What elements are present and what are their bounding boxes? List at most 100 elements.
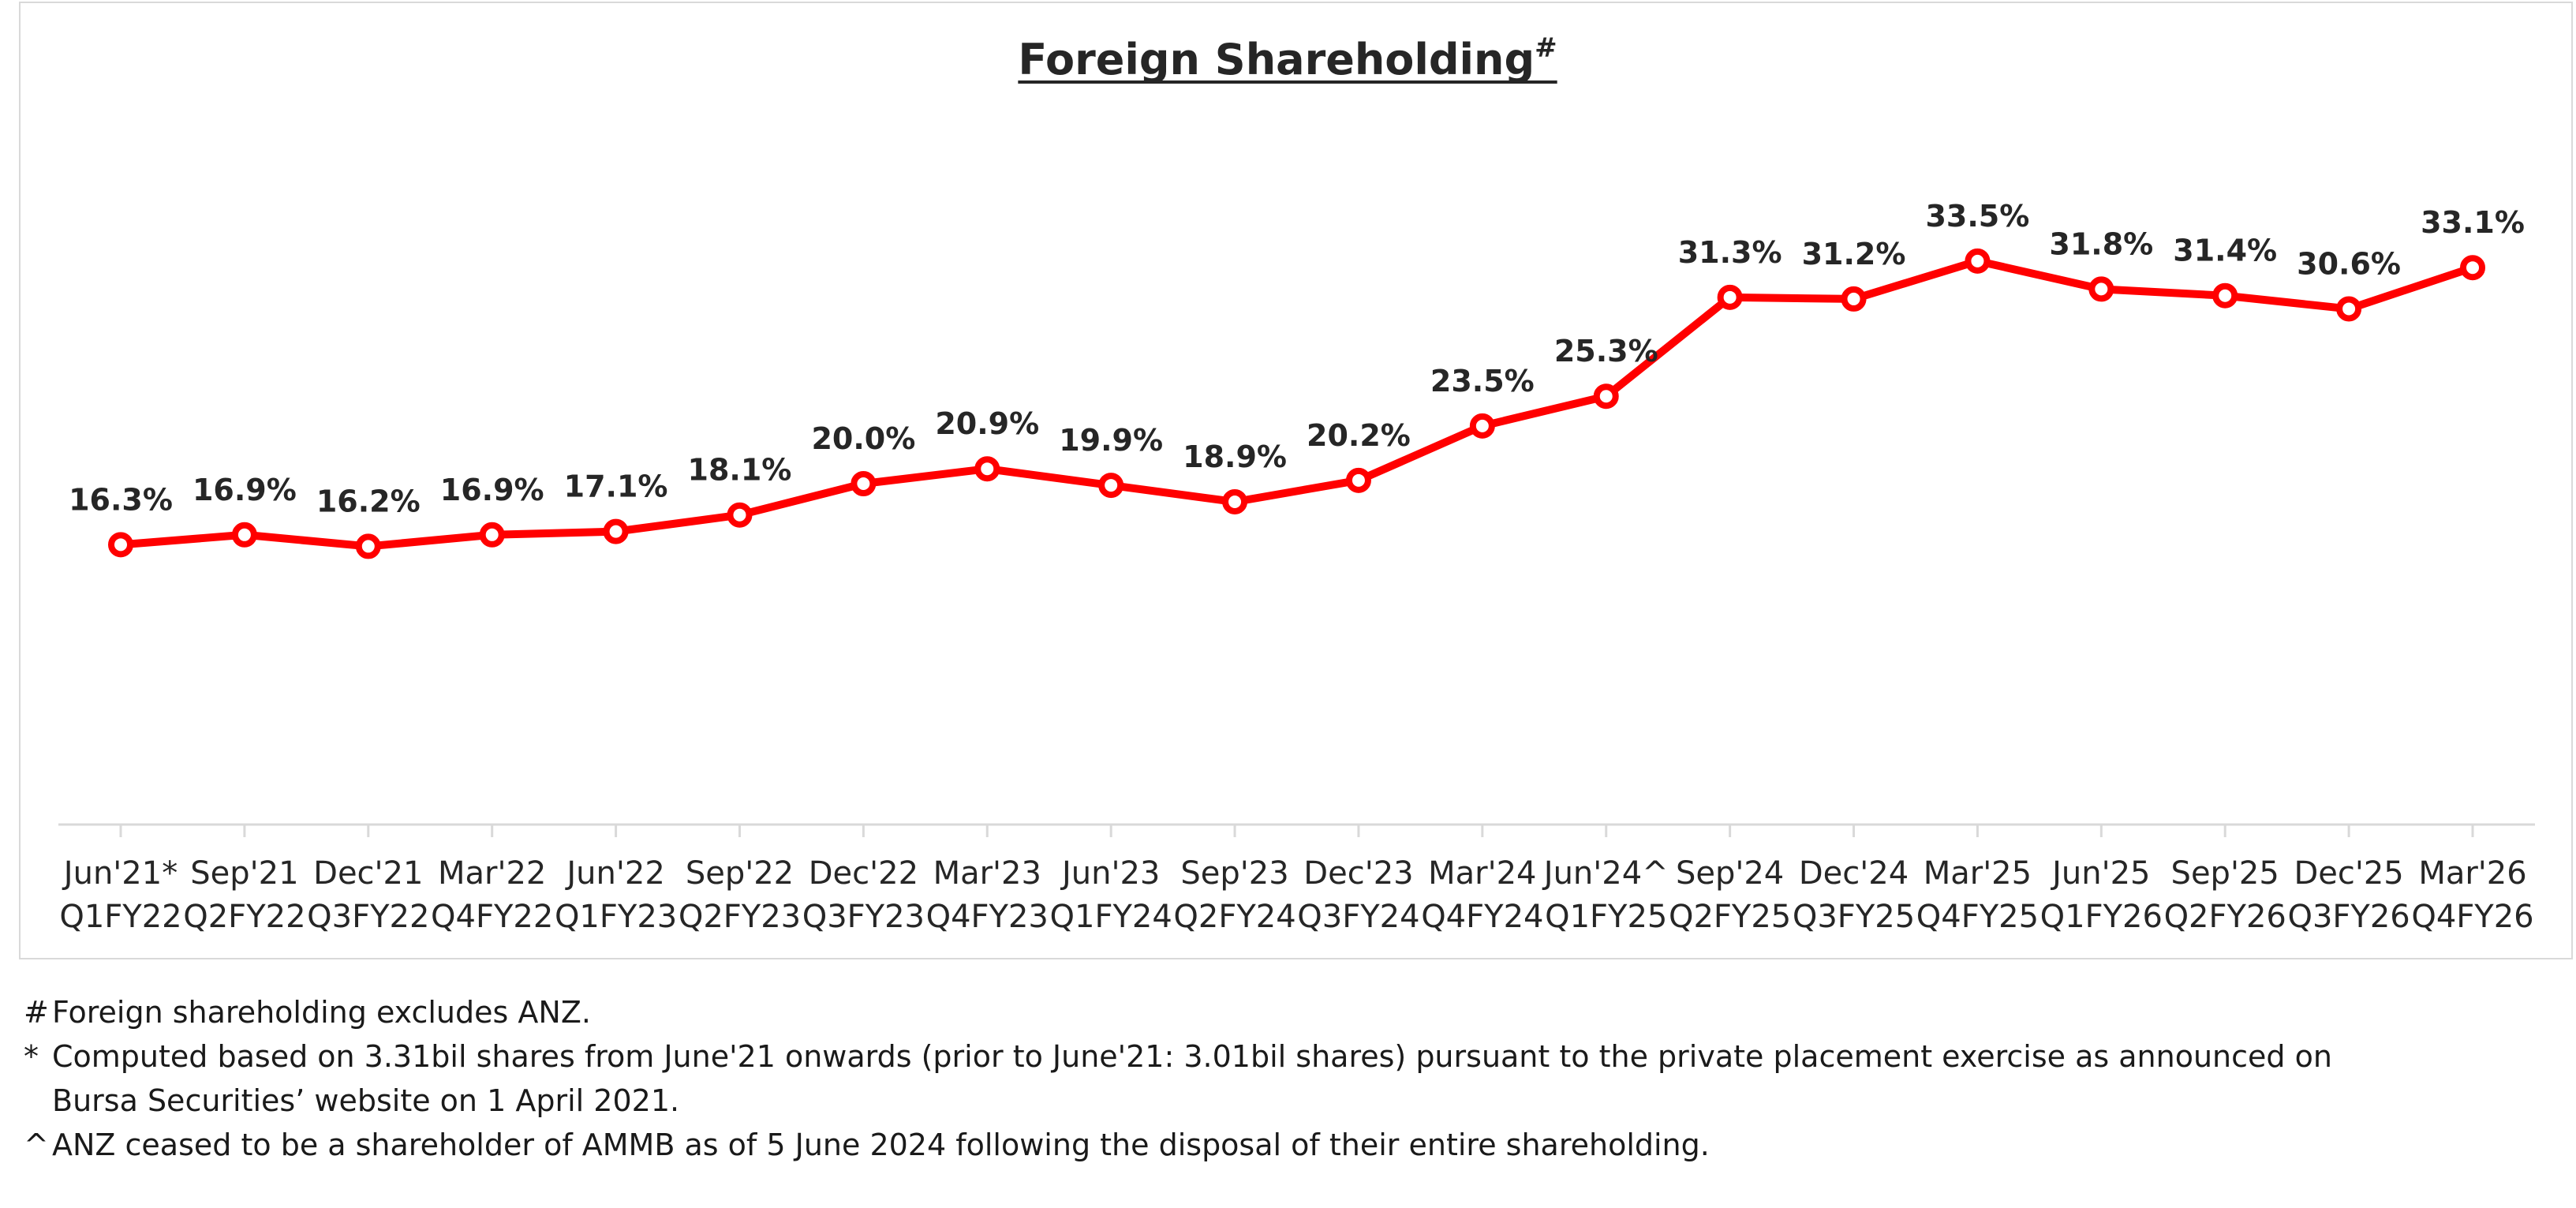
footnote: # Foreign shareholding excludes ANZ. [24,990,2548,1034]
data-label: 31.2% [1802,237,1906,271]
data-point-marker [231,522,257,548]
x-tick-label-month: Dec'21 [313,855,423,892]
data-point-marker [479,522,505,548]
footnote-mark: # [24,995,49,1030]
x-tick-label-month: Sep'21 [190,855,298,892]
data-point-marker [727,502,753,528]
chart-title-text: Foreign Shareholding [1018,35,1535,84]
x-tick-label-quarter: Q1FY26 [2040,899,2163,935]
data-point-marker [1222,488,1248,514]
data-label: 31.8% [2049,226,2153,261]
x-tick-label-month: Sep'25 [2171,855,2279,892]
data-point-marker [108,532,133,558]
data-label-group: 16.3% 16.9% 16.2% 16.9% 17.1% 18.1% 20.0% 20.9%… [69,199,2525,519]
footnote: * Computed based on 3.31bil shares from J… [24,1034,2548,1123]
data-label: 30.6% [2297,246,2401,281]
x-tick-label-quarter: Q1FY22 [59,899,181,935]
footnote-mark: ^ [24,1128,49,1162]
data-point-marker [1469,413,1495,439]
x-tick-label-month: Mar'25 [1924,855,2032,892]
data-point-marker [974,456,1000,482]
data-point-marker [2460,255,2485,281]
data-label: 23.5% [1430,364,1535,398]
footnote: ^ ANZ ceased to be a shareholder of AMMB … [24,1123,2548,1167]
x-tick-label-month: Jun'25 [2050,855,2150,892]
data-label: 25.3% [1554,334,1658,368]
data-point-marker [1098,473,1124,499]
x-tick-label-month: Jun'23 [1060,855,1160,892]
footnote-line: ANZ ceased to be a shareholder of AMMB a… [52,1128,1710,1162]
x-tick-label-quarter: Q1FY23 [555,899,677,935]
x-tick-label-month: Jun'22 [564,855,664,892]
x-tick-label-month: Mar'24 [1428,855,1536,892]
x-tick-label-month: Dec'24 [1799,855,1909,892]
data-label: 16.9% [440,473,544,507]
data-label: 31.3% [1678,235,1782,270]
x-tick-label-month: Dec'22 [809,855,918,892]
data-point-marker [2336,296,2362,322]
x-tick-label-quarter: Q2FY22 [183,899,305,935]
foreign-shareholding-chart: Foreign Shareholding# 16.3% 16.9% 16.2% 16.… [58,32,2535,935]
x-tick-label-quarter: Q1FY24 [1050,899,1172,935]
x-tick-label-group: Jun'21*Q1FY22Sep'21Q2FY22Dec'21Q3FY22Mar… [59,855,2533,935]
data-point-marker [355,533,381,559]
data-label: 31.4% [2173,234,2277,268]
data-point-marker [2212,282,2238,309]
x-tick-label-quarter: Q4FY22 [431,899,553,935]
x-tick-label-quarter: Q1FY25 [1545,899,1667,935]
data-label: 18.1% [688,453,792,488]
x-tick-label-month: Dec'23 [1303,855,1413,892]
x-axis [58,823,2535,837]
x-tick-label-month: Mar'22 [438,855,546,892]
footnote-text: ANZ ceased to be a shareholder of AMMB a… [52,1123,1710,1167]
x-tick-label-quarter: Q2FY23 [679,899,801,935]
data-label: 33.1% [2421,205,2525,240]
data-point-marker [851,471,877,496]
x-tick-label-month: Sep'23 [1180,855,1288,892]
data-label: 16.3% [69,482,173,517]
footnotes: # Foreign shareholding excludes ANZ. * Comp… [24,990,2548,1167]
x-tick-label-month: Mar'26 [2418,855,2526,892]
data-point-marker [603,518,629,544]
data-label: 19.9% [1059,423,1163,458]
chart-title: Foreign Shareholding# [1018,32,1557,84]
x-tick-label-quarter: Q3FY26 [2287,899,2410,935]
x-tick-label-quarter: Q2FY25 [1669,899,1791,935]
x-tick-label-quarter: Q3FY24 [1297,899,1419,935]
x-tick-label-quarter: Q3FY22 [307,899,429,935]
x-tick-label-quarter: Q3FY23 [802,899,925,935]
data-point-marker [1345,467,1371,493]
x-tick-label-quarter: Q2FY24 [1173,899,1295,935]
chart-title-group: Foreign Shareholding# [1018,32,1557,84]
x-tick-label-month: Dec'25 [2294,855,2403,892]
data-point-marker [1965,248,1991,274]
data-point-marker [2088,276,2114,302]
data-point-marker [1841,286,1867,312]
x-tick-label-quarter: Q2FY26 [2164,899,2286,935]
x-tick-label-quarter: Q4FY23 [926,899,1049,935]
data-label: 33.5% [1925,199,2029,234]
chart-title-superscript: # [1535,32,1557,64]
footnote-line: Bursa Securities’ website on 1 April 202… [52,1083,680,1118]
footnote-line: Computed based on 3.31bil shares from Ju… [52,1039,2332,1074]
series-line-group [117,256,2477,551]
x-tick-label-month: Jun'21* [62,855,178,892]
data-label: 17.1% [564,469,668,504]
x-tick-label-month: Sep'24 [1676,855,1784,892]
data-label: 16.2% [316,484,421,518]
footnote-text: Foreign shareholding excludes ANZ. [52,990,591,1034]
data-point-marker [1717,284,1743,310]
footnote-line: Foreign shareholding excludes ANZ. [52,995,591,1030]
chart-frame [19,2,2573,959]
x-tick-label-quarter: Q4FY24 [1421,899,1543,935]
x-tick-label-quarter: Q4FY25 [1916,899,2039,935]
footnote-text: Computed based on 3.31bil shares from Ju… [52,1034,2332,1123]
x-tick-label-month: Jun'24^ [1542,855,1669,892]
x-tick-label-quarter: Q3FY25 [1793,899,1915,935]
x-tick-label-quarter: Q4FY26 [2411,899,2533,935]
data-label: 20.2% [1307,418,1411,453]
series-marker-group [108,248,2485,559]
x-tick-label-month: Mar'23 [933,855,1041,892]
data-label: 16.9% [193,473,297,507]
data-point-marker [1593,383,1619,410]
